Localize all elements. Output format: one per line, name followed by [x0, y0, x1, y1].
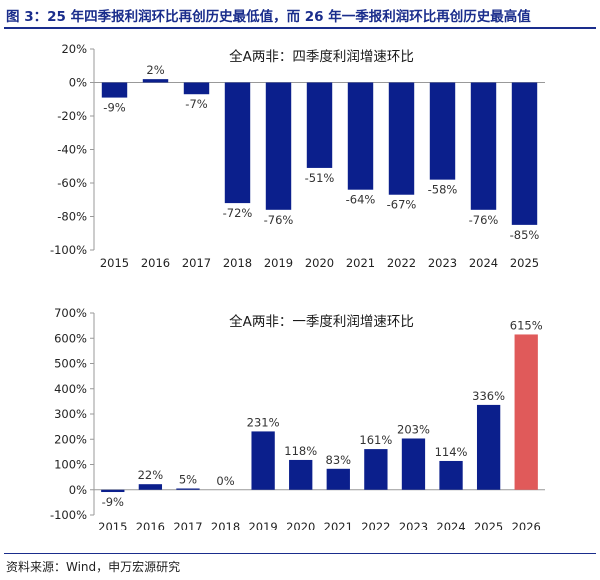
- chart-top-category-label-2023: 2023: [428, 256, 457, 270]
- chart-top-y-tick-label: -60%: [57, 176, 87, 190]
- chart-top-bar-2022: [388, 82, 415, 195]
- chart-bottom-data-label-2018: 0%: [216, 474, 234, 488]
- chart-q4-profit-growth: 全A两非：四季度利润增速环比 20% 0% -20% -40% -60% -80% -100%…: [50, 42, 545, 270]
- chart-top-category-label-2024: 2024: [469, 256, 498, 270]
- chart-bottom-bar-2025: [476, 404, 501, 490]
- chart-bottom-bar-2023: [401, 438, 426, 490]
- chart-bottom-data-label-2015: -9%: [102, 495, 124, 509]
- chart-top-bar-2025: [511, 82, 538, 225]
- chart-top-data-label-2023: -58%: [428, 183, 458, 197]
- chart-bottom-data-label-2017: 5%: [179, 472, 197, 486]
- chart-bottom-bar-2020: [289, 459, 313, 490]
- chart-bottom-data-label-2025: 336%: [472, 389, 505, 403]
- chart-top-bar-2020: [306, 82, 333, 168]
- chart-top-data-label-2017: -7%: [185, 97, 207, 111]
- chart-top-data-label-2020: -51%: [305, 171, 335, 185]
- chart-top-y-tick-label: -40%: [57, 143, 87, 157]
- chart-bottom-bar-2019: [251, 431, 275, 490]
- chart-bottom-y-tick-label: 400%: [54, 382, 87, 396]
- chart-top-bar-2023: [429, 82, 456, 180]
- chart-bottom-category-label-2021: 2021: [324, 520, 353, 530]
- chart-top-y-tick-label: -100%: [50, 243, 87, 257]
- chart-top-bar-2018: [224, 82, 251, 204]
- chart-bottom-data-label-2019: 231%: [247, 415, 280, 429]
- chart-top-bar-2021: [347, 82, 374, 190]
- chart-top-y-tick-label: 0%: [69, 76, 87, 90]
- chart-bottom-bar-2016: [138, 484, 163, 490]
- chart-bottom-y-tick-label: 100%: [54, 458, 87, 472]
- chart-top-category-label-2015: 2015: [100, 256, 129, 270]
- chart-bottom-bar-2017: [176, 488, 200, 490]
- chart-bottom-category-label-2019: 2019: [248, 520, 277, 530]
- chart-bottom-data-label-2022: 161%: [359, 433, 392, 447]
- chart-bottom-data-label-2023: 203%: [397, 422, 430, 436]
- chart-bottom-y-tick-label: 0%: [69, 483, 87, 497]
- chart-bottom-category-label-2016: 2016: [136, 520, 165, 530]
- chart-top-bar-2024: [470, 82, 497, 210]
- chart-top-data-label-2016: 2%: [146, 63, 164, 77]
- chart-bottom-data-label-2024: 114%: [435, 445, 468, 459]
- chart-bottom-category-label-2026: 2026: [512, 520, 541, 530]
- chart-bottom-bar-2015: [101, 489, 125, 493]
- chart-top-y-tick-label: 20%: [61, 42, 87, 56]
- chart-top-y-tick-label: -20%: [57, 109, 87, 123]
- chart-top-data-label-2025: -85%: [510, 228, 540, 242]
- chart-bottom-category-label-2024: 2024: [436, 520, 465, 530]
- chart-top-category-label-2016: 2016: [141, 256, 170, 270]
- chart-bottom-data-label-2026: 615%: [510, 318, 543, 332]
- chart-bottom-y-tick-label: 700%: [54, 306, 87, 320]
- chart-bottom-category-label-2023: 2023: [399, 520, 428, 530]
- chart-bottom-title: 全A两非：一季度利润增速环比: [229, 313, 414, 330]
- chart-bottom-data-label-2021: 83%: [326, 453, 352, 467]
- chart-top-y-tick-label: -80%: [57, 210, 87, 224]
- figure-title: 图 3：25 年四季报利润环比再创历史最低值，而 26 年一季报利润环比再创历史…: [6, 9, 531, 25]
- chart-top-title: 全A两非：四季度利润增速环比: [229, 48, 414, 65]
- chart-top-category-label-2018: 2018: [223, 256, 252, 270]
- figure-header: 图 3：25 年四季报利润环比再创历史最低值，而 26 年一季报利润环比再创历史…: [0, 0, 600, 30]
- chart-bottom-data-label-2016: 22%: [138, 468, 164, 482]
- chart-bottom-category-label-2022: 2022: [361, 520, 390, 530]
- header-divider: [4, 27, 596, 29]
- chart-top-bar-2019: [265, 82, 292, 210]
- chart-bottom-category-label-2015: 2015: [98, 520, 127, 530]
- chart-top-category-label-2020: 2020: [305, 256, 334, 270]
- footer-divider: [4, 553, 596, 554]
- chart-bottom-bar-2026: [514, 334, 538, 490]
- chart-bottom-bar-2021: [326, 468, 350, 490]
- chart-top-category-label-2021: 2021: [346, 256, 375, 270]
- chart-top-category-label-2017: 2017: [182, 256, 211, 270]
- chart-top-bar-2016: [142, 79, 169, 83]
- chart-top-data-label-2024: -76%: [469, 213, 499, 227]
- chart-top-data-label-2022: -67%: [387, 198, 417, 212]
- chart-top-category-label-2025: 2025: [510, 256, 539, 270]
- source-note: 资料来源：Wind，申万宏源研究: [6, 560, 181, 574]
- chart-top-category-label-2022: 2022: [387, 256, 416, 270]
- chart-bottom-category-label-2020: 2020: [286, 520, 315, 530]
- chart-bottom-category-label-2017: 2017: [173, 520, 202, 530]
- chart-bottom-y-tick-label: 200%: [54, 432, 87, 446]
- chart-top-category-label-2019: 2019: [264, 256, 293, 270]
- chart-bottom-category-label-2025: 2025: [474, 520, 503, 530]
- chart-top-bar-2017: [183, 82, 210, 95]
- chart-q1-profit-growth: 全A两非：一季度利润增速环比 700% 600% 500% 400% 300% 200% 10…: [50, 306, 545, 530]
- chart-bottom-data-label-2020: 118%: [284, 444, 317, 458]
- chart-bottom-category-label-2018: 2018: [211, 520, 240, 530]
- chart-bottom-y-tick-label: 300%: [54, 407, 87, 421]
- chart-bottom-bar-2024: [439, 460, 463, 490]
- chart-top-bar-2015: [101, 82, 128, 98]
- chart-bottom-bar-2022: [364, 449, 388, 490]
- chart-bottom-y-tick-label: 500%: [54, 357, 87, 371]
- chart-top-data-label-2021: -64%: [346, 193, 376, 207]
- chart-bottom-y-tick-label: -100%: [50, 508, 87, 522]
- chart-top-data-label-2019: -76%: [264, 213, 294, 227]
- chart-top-data-label-2015: -9%: [103, 101, 125, 115]
- chart-top-data-label-2018: -72%: [223, 206, 253, 220]
- chart-bottom-y-tick-label: 600%: [54, 331, 87, 345]
